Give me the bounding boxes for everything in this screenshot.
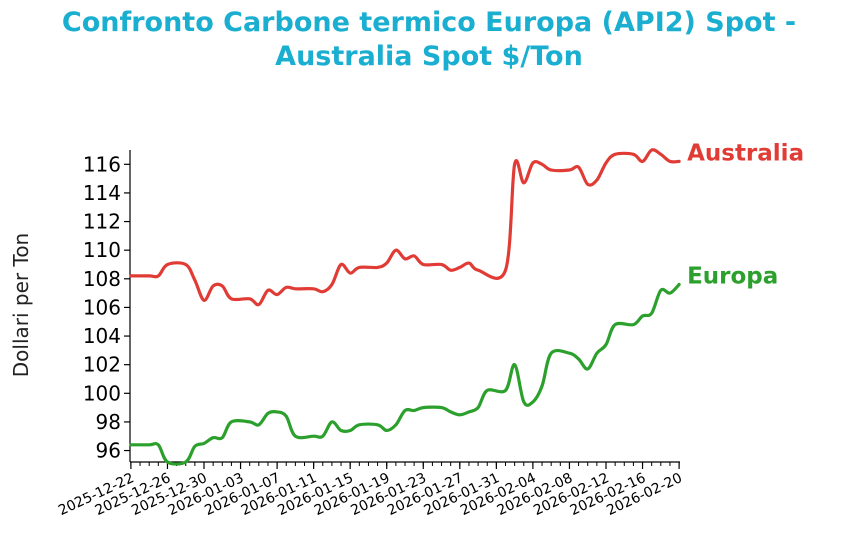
y-tick-label: 102 [83,353,121,377]
series-label-australia: Australia [687,140,804,166]
y-tick-label: 116 [83,152,121,176]
y-tick-label: 106 [83,295,121,319]
y-tick-label: 114 [83,181,121,205]
series-line-australia [129,148,681,307]
chart-title-line-2: Australia Spot $/Ton [275,41,583,72]
series-label-europa: Europa [687,264,778,290]
chart-title: Confronto Carbone termico Europa (API2) … [0,6,858,74]
y-tick-label: 104 [83,324,121,348]
series-labels: Australia Europa [687,140,804,289]
y-axis-label: Dollari per Ton [9,233,33,377]
chart-title-line-1: Confronto Carbone termico Europa (API2) … [61,7,797,38]
axes: 96981001021041061081101121141162025-12-2… [56,150,685,519]
y-tick-label: 108 [83,267,121,291]
y-tick-label: 98 [96,410,121,434]
y-tick-label: 96 [96,439,121,463]
series-lines [129,148,681,466]
series-line-europa [129,282,681,466]
y-tick-label: 100 [83,381,121,405]
y-tick-label: 112 [83,210,121,234]
y-tick-label: 110 [83,238,121,262]
